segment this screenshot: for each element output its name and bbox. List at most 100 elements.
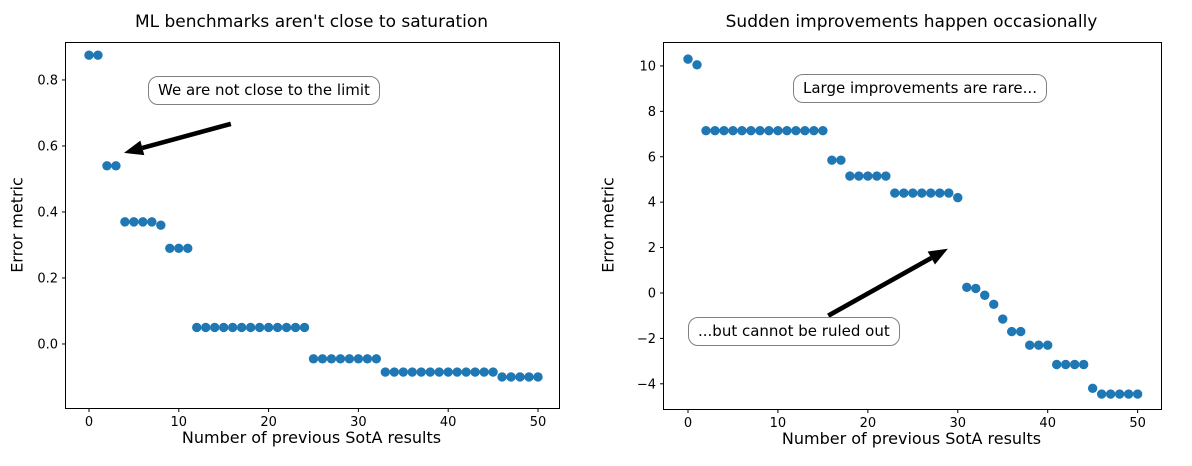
data-point [1078,359,1089,370]
annotation-arrow-shaft [827,255,933,318]
data-point [425,367,435,377]
data-point [210,322,220,333]
data-point [93,50,103,60]
y-tick-label: 6 [648,150,656,165]
data-point [488,367,498,377]
annotation-arrow-head [927,248,948,265]
data-point [1069,359,1080,370]
y-tick-label: 2 [648,241,656,256]
data-point [174,243,184,253]
data-point [299,322,310,333]
data-point [1016,326,1026,337]
data-point [245,322,256,333]
data-point [272,322,283,333]
data-point [380,367,391,377]
y-tick-label: 0.0 [37,337,58,352]
data-point [344,354,355,364]
data-point [407,367,417,377]
data-point [701,125,711,136]
data-point [102,161,112,171]
data-point [755,125,765,136]
data-point [1042,340,1053,350]
data-point [1034,340,1044,350]
data-point [683,54,693,64]
data-point [111,161,121,171]
data-point [746,125,756,136]
data-point [926,188,936,198]
left-xaxis-label: Number of previous SotA results [181,428,442,447]
right-yaxis-label: Error metric [598,177,618,273]
left-plot-canvas: 0 10 20 30 40 50 0.0 0.2 0.4 0.6 0.8 [37,50,546,430]
data-point [416,367,426,377]
right-annotation-text-ruled-out: ...but cannot be ruled out [698,322,890,340]
data-point [290,322,301,333]
data-point [326,354,337,364]
data-point [1007,326,1017,337]
data-point [254,322,265,333]
data-point [461,367,471,377]
data-point [836,155,846,165]
data-point [434,367,444,377]
data-point [1051,359,1062,370]
data-point [710,125,720,136]
right-xaxis-label: Number of previous SotA results [781,429,1042,448]
data-point [989,299,999,310]
data-point [863,171,873,181]
data-point [773,125,783,136]
left-annotation-box: We are not close to the limit [148,76,380,105]
data-point [263,322,274,333]
data-point [156,220,166,230]
y-tick-label: 0 [648,286,656,301]
data-point [524,372,534,382]
data-point [800,125,810,136]
x-tick-label: 10 [171,415,188,430]
data-point [1123,389,1134,399]
y-tick-label: 4 [648,196,656,211]
data-point [443,367,453,377]
data-point [281,322,292,333]
data-point [899,188,909,198]
data-point [218,322,229,333]
data-point [764,125,774,136]
data-point [1060,359,1071,370]
left-annotation-text: We are not close to the limit [158,81,370,99]
data-point [192,322,202,333]
data-point [845,171,855,181]
data-point [782,125,792,136]
data-point [818,125,828,136]
data-point [881,171,891,181]
data-point [533,372,543,382]
data-point [227,322,238,333]
data-point [479,367,489,377]
data-point [201,322,211,333]
data-point [183,243,193,253]
y-tick-label: 0.6 [37,139,58,154]
data-point [353,354,364,364]
x-tick-label: 0 [85,415,93,430]
left-plot-title: ML benchmarks aren't close to saturation [134,12,489,32]
data-point [1132,389,1143,399]
x-tick-label: 20 [260,415,277,430]
data-point [827,155,837,165]
data-point [497,372,507,382]
right-plot-axes: 0 10 20 30 40 50 −4 −2 0 2 4 6 8 10 [637,42,1162,431]
y-tick-label: 10 [639,59,656,74]
annotation-arrow-head [124,140,145,156]
data-point [692,60,702,70]
x-tick-label: 50 [1129,416,1146,431]
x-tick-label: 30 [950,416,967,431]
data-point [935,188,945,198]
left-yaxis-label: Error metric [7,177,27,273]
x-tick-label: 40 [1039,416,1056,431]
right-plot-canvas: 0 10 20 30 40 50 −4 −2 0 2 4 6 8 10 [637,54,1146,431]
data-point [389,367,400,377]
data-point [506,372,516,382]
y-tick-label: 0.4 [37,205,58,220]
data-point [791,125,801,136]
data-point [452,367,462,377]
x-tick-label: 50 [530,415,547,430]
data-point [398,367,408,377]
data-point [335,354,346,364]
data-point [371,354,382,364]
y-tick-label: −4 [637,377,656,392]
